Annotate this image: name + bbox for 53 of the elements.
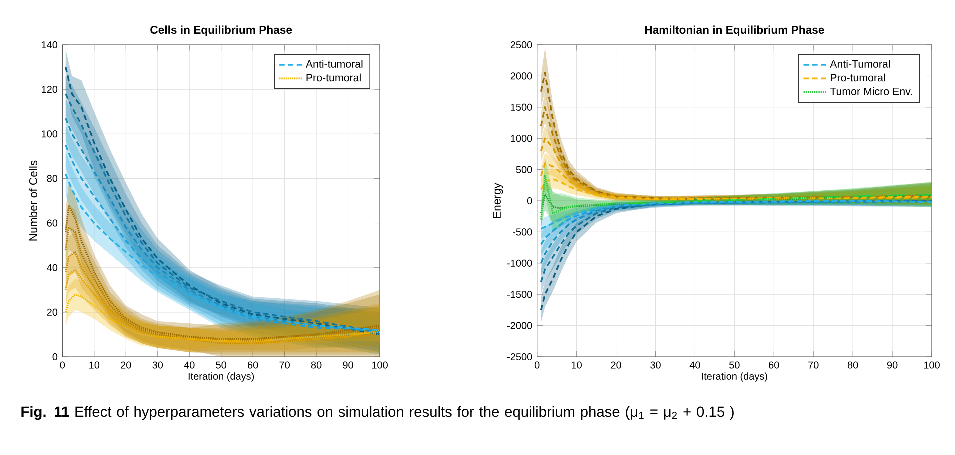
x-tick-label: 50 [730, 362, 740, 369]
y-tick-label: 40 [47, 264, 58, 272]
text: Fig. 11 Effect of hyperparameters variations on simulation results for the equilibrium phase (μ$_{1}$ = μ$_{2}$ + 0.15 ) [22, 406, 734, 420]
y-tick-label: 60 [47, 220, 58, 227]
x-tick-label: 70 [280, 362, 290, 369]
legend-label: Pro-tumoral [306, 74, 361, 82]
x-tick-label: 80 [848, 362, 858, 369]
y-tick-label: 20 [47, 308, 58, 316]
legend-label: Pro-tumoral [831, 74, 886, 82]
x-tick-label: 70 [808, 362, 819, 369]
y-tick-label: -1000 [507, 260, 532, 267]
y-tick-label: 500 [516, 166, 532, 174]
y-tick-label: 2500 [510, 41, 532, 49]
legend-label: Anti-Tumoral [830, 60, 890, 68]
x-tick-label: 90 [343, 362, 354, 369]
x-tick-label: 30 [152, 362, 164, 369]
y-tick-label: 0 [52, 353, 58, 361]
x-tick-label: 50 [216, 362, 227, 369]
y-tick-label: 1000 [511, 135, 532, 142]
x-tick-label: 30 [650, 362, 661, 369]
x-tick-label: 40 [184, 362, 195, 369]
x-tick-label: 100 [372, 362, 388, 369]
x-tick-label: 60 [248, 362, 258, 369]
x-tick-label: 20 [121, 362, 132, 369]
legend-label: Tumor Micro Env. [830, 88, 912, 96]
y-tick-label: 100 [42, 130, 58, 138]
y-tick-label: -1500 [507, 291, 532, 298]
x-tick-label: 90 [887, 362, 898, 369]
y-axis-title: Number of Cells [29, 160, 38, 241]
x-tick-label: 100 [924, 362, 940, 369]
y-tick-label: 80 [47, 175, 58, 182]
y-tick-label: 2000 [510, 72, 532, 80]
x-axis-title: Iteration (days) [702, 372, 768, 382]
y-tick-label: -2500 [507, 353, 532, 361]
y-tick-label: -500 [513, 228, 532, 236]
chart-title: Hamiltonian in Equilibrium Phase [645, 26, 824, 36]
x-tick-label: 40 [690, 362, 700, 369]
x-tick-label: 60 [769, 362, 780, 369]
x-tick-label: 0 [60, 362, 66, 369]
y-axis-title: Energy [493, 183, 504, 218]
chart-title: Cells in Equilibrium Phase [150, 26, 292, 36]
y-tick-label: 120 [42, 86, 58, 94]
y-tick-label: -2000 [507, 322, 532, 330]
x-tick-label: 0 [534, 362, 540, 369]
x-tick-label: 20 [611, 362, 622, 369]
x-tick-label: 10 [572, 362, 582, 369]
x-tick-label: 80 [311, 362, 322, 369]
x-tick-label: 10 [90, 362, 100, 369]
y-tick-label: 0 [527, 197, 532, 205]
y-tick-label: 140 [42, 41, 58, 49]
x-axis-title: Iteration (days) [188, 372, 254, 382]
y-tick-label: 1500 [511, 104, 532, 111]
legend-label: Anti-tumoral [306, 60, 363, 68]
